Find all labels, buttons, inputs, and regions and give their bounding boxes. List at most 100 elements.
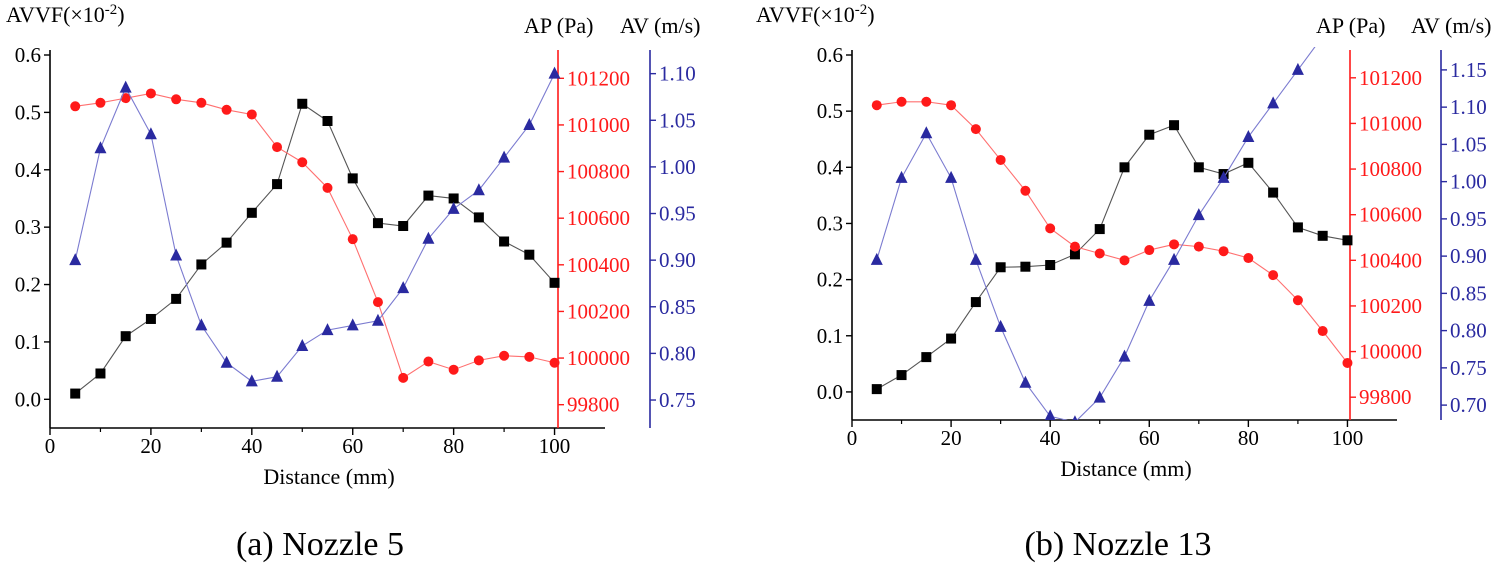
av-y-tick-label: 1.10 [1450,95,1487,119]
av-point [170,248,183,261]
left-y-tick-label: 0.2 [817,268,843,292]
ap-point [921,96,932,107]
ap-point [70,101,81,112]
av-point [220,355,233,368]
ap-point [171,94,182,105]
ap-y-tick-label: 100400 [1359,248,1422,272]
x-tick-label: 40 [241,434,262,458]
left-axis-title: AVVF(×10-2) [6,2,125,27]
av-point [371,313,384,326]
av-y-tick-label: 1.05 [659,108,696,132]
series-line-ap [876,101,1348,364]
ap-y-tick-label: 101200 [1359,66,1422,90]
av-point [94,141,107,154]
ap-point [1169,239,1180,250]
ap-point [1193,241,1204,252]
avvf-point [246,207,257,218]
avvf-point [1119,162,1130,173]
x-tick-label: 100 [539,434,571,458]
x-tick-label: 60 [342,434,363,458]
ap-point [297,157,308,168]
ap-point [221,104,232,115]
av-axis-title: AV (m/s) [620,13,700,38]
ap-y-tick-label: 100000 [1359,340,1422,364]
left-y-tick-label: 0.4 [15,158,42,182]
avvf-point [120,331,131,342]
avvf-point [372,218,383,229]
ap-point [246,109,257,120]
av-point [1192,208,1205,221]
av-point [1217,170,1230,183]
ap-point [1243,253,1254,264]
chart-nozzle-5: 0 20 40 60 80 100 0.0 0.1 0.2 0.3 0.4 0.5 0.6 99800 10… [6,2,700,563]
avvf-point [896,370,907,381]
ap-point [272,142,283,153]
avvf-point [499,236,510,247]
ap-point [1292,295,1303,306]
avvf-point [946,333,957,344]
avvf-point [196,259,207,270]
ap-point [871,100,882,111]
series-line-avvf [74,102,555,394]
av-point [271,369,284,382]
avvf-point [95,368,106,379]
x-tick-label: 20 [140,434,161,458]
ap-point [1144,245,1155,256]
avvf-point [921,352,932,363]
left-y-tick-label: 0.6 [15,43,41,67]
ap-point [448,364,459,375]
av-y-tick-label: 0.75 [1450,356,1487,380]
av-y-tick-label: 1.05 [1450,132,1487,156]
ap-point [120,93,131,104]
ap-point [1020,185,1031,196]
ap-point [1268,270,1279,281]
ap-point [473,355,484,366]
left-y-tick-label: 0.6 [817,43,843,67]
av-y-tick-label: 1.00 [1450,170,1487,194]
ap-point [1317,326,1328,337]
av-point [447,201,460,214]
avvf-point [1169,120,1180,131]
ap-point [524,351,535,362]
ap-point [1342,357,1353,368]
av-y-tick-label: 0.85 [659,295,696,319]
ap-point [970,124,981,135]
avvf-point [970,297,981,308]
avvf-point [1094,224,1105,235]
avvf-point [549,277,560,288]
ap-point [196,97,207,108]
ap-point [1094,248,1105,259]
ap-y-tick-label: 100800 [567,160,630,184]
ap-point [347,234,358,245]
av-point [1143,293,1156,306]
avvf-point [297,98,308,109]
ap-point [995,154,1006,165]
av-y-tick-label: 0.80 [659,341,696,365]
ap-point [398,372,409,383]
av-y-tick-label: 1.15 [1450,58,1487,82]
avvf-point [871,384,882,395]
av-point [1341,0,1353,8]
av-y-tick-label: 1.00 [659,155,696,179]
avvf-point [1342,235,1353,246]
chart-panel-nozzle-5: 0 20 40 60 80 100 0.0 0.1 0.2 0.3 0.4 0.5 0.6 99800 10… [6,2,700,563]
left-y-tick-label: 0.2 [15,273,41,297]
av-point [895,170,908,183]
av-y-tick-label: 0.90 [1450,244,1487,268]
av-point [920,126,933,139]
av-point [321,323,334,336]
left-y-tick-label: 0.1 [15,330,41,354]
avvf-point [347,173,358,184]
av-point [422,231,435,244]
ap-y-tick-label: 99800 [1359,385,1412,409]
av-point [1267,96,1280,109]
avvf-point [1243,157,1254,168]
av-point [945,170,958,183]
ap-point [95,97,106,108]
x-tick-label: 0 [45,434,56,458]
avvf-point [423,190,434,201]
plot-area [870,0,1353,420]
left-y-tick-label: 0.5 [817,99,843,123]
ap-y-tick-label: 100000 [567,346,630,370]
x-tick-label: 0 [847,426,858,450]
